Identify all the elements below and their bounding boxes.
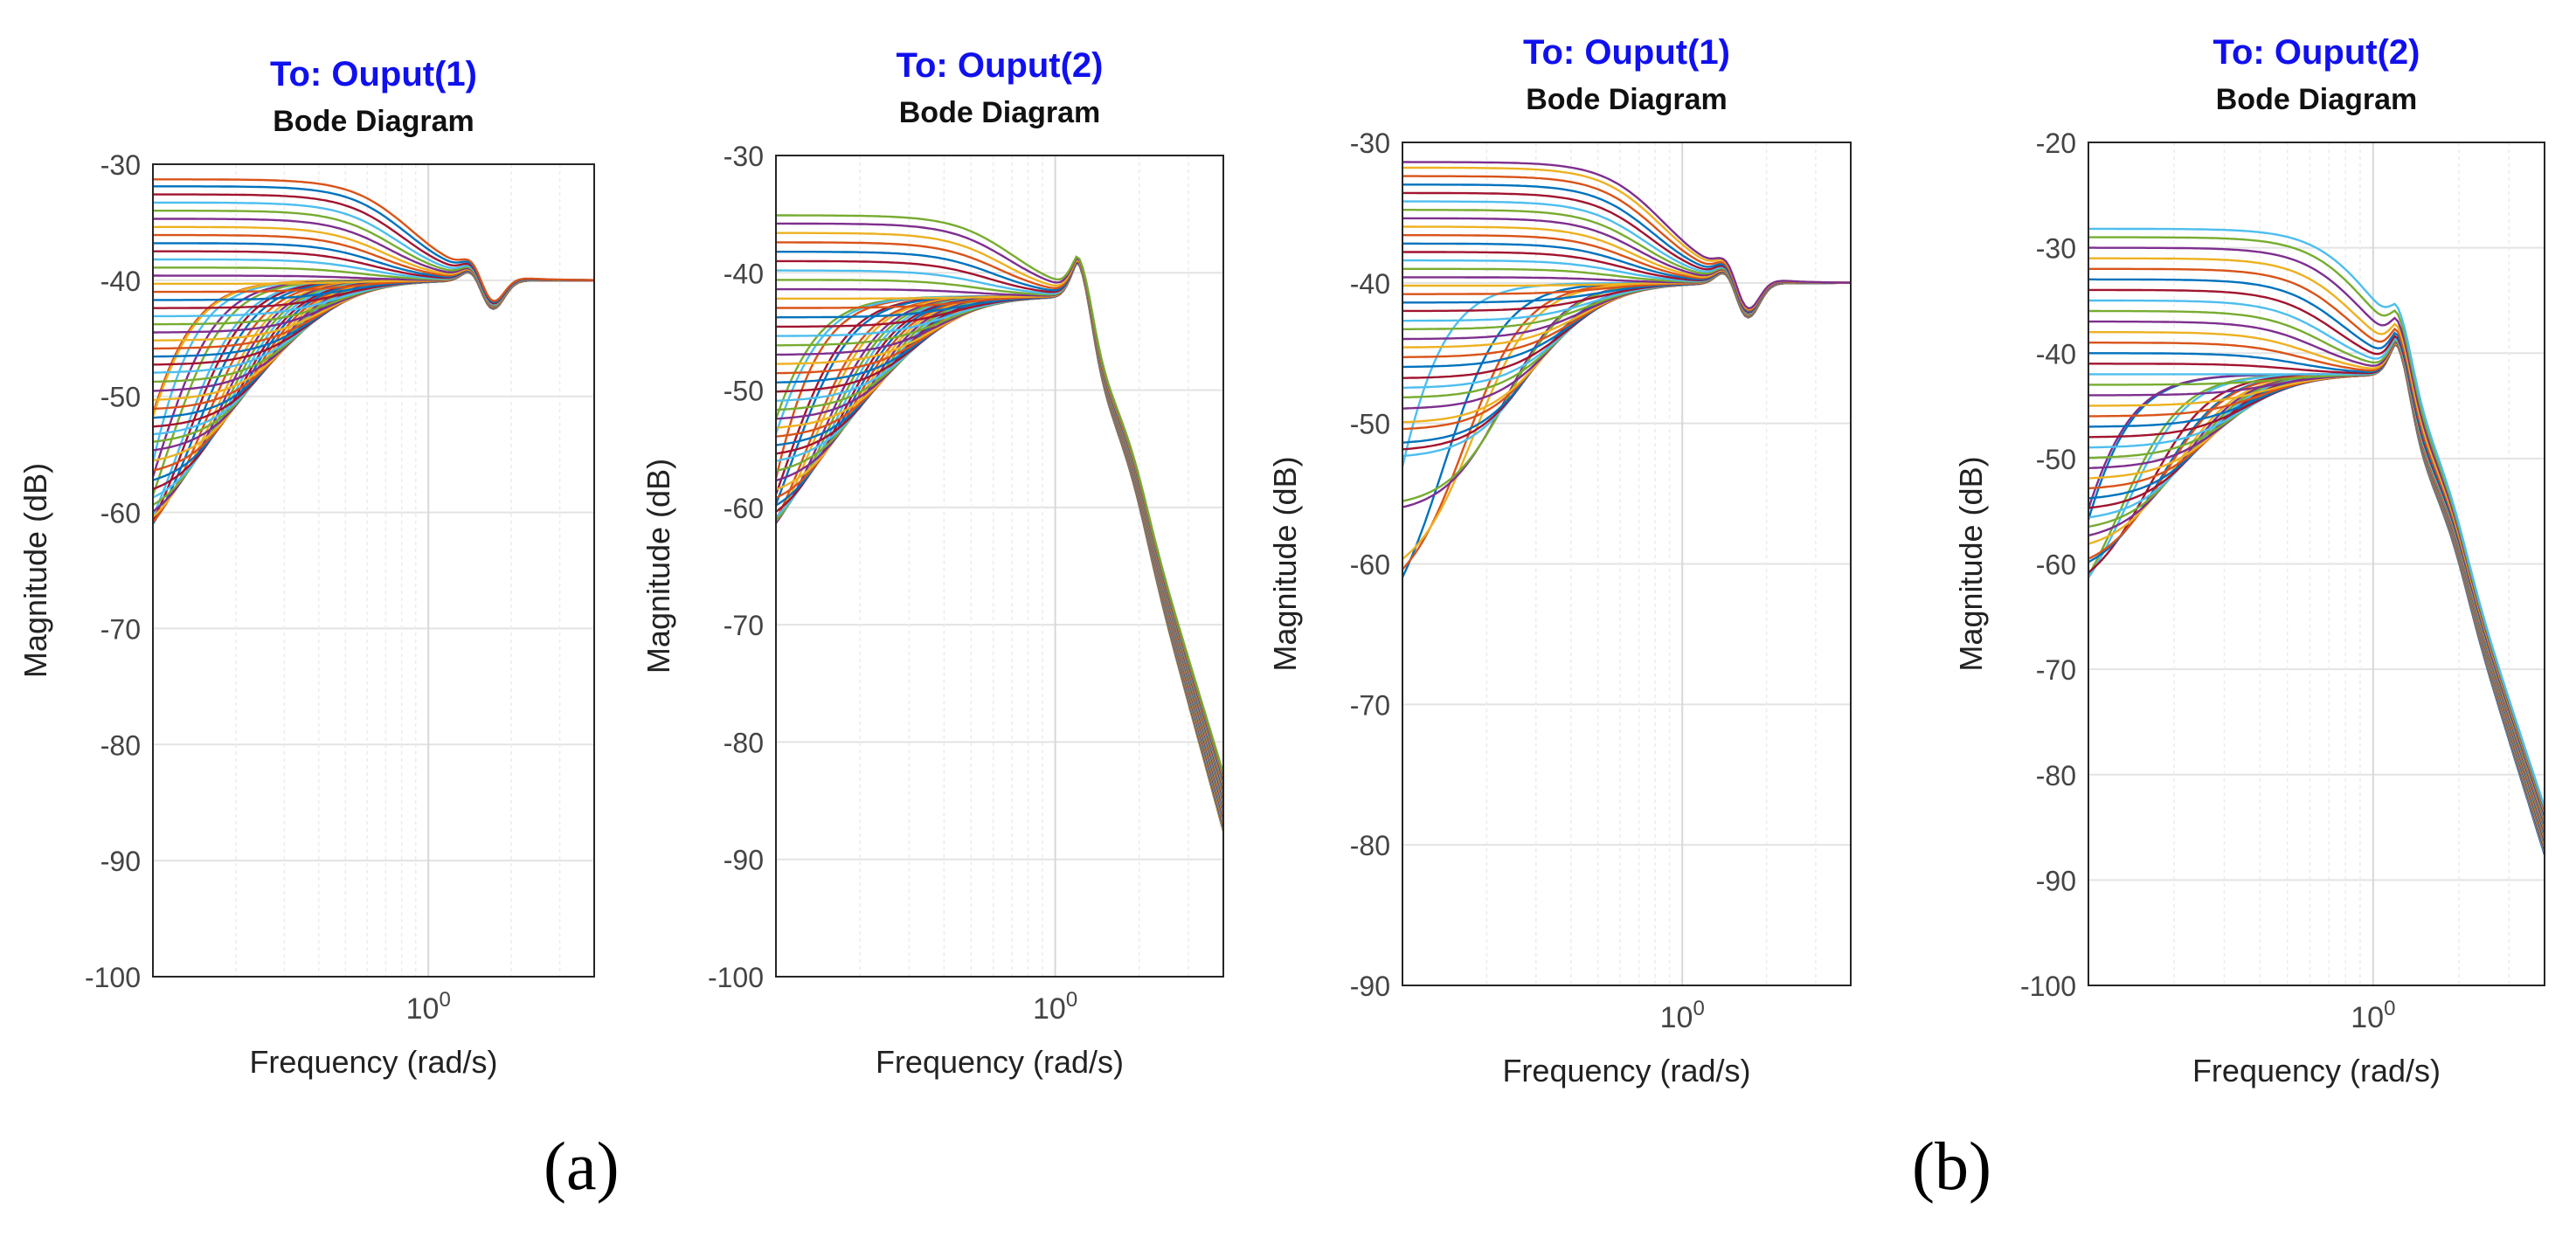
- y-tick-label: -70: [2036, 654, 2076, 686]
- y-tick-label: -70: [724, 610, 764, 641]
- y-axis-label: Magnitude (dB): [641, 459, 676, 674]
- axes-frame: [775, 155, 1224, 978]
- y-tick-label: -30: [2036, 233, 2076, 265]
- chart-b1: -90 -80 -70 -60 -50 -40 -30 100 Frequency (rad/s…: [1267, 33, 1852, 1088]
- plot-area: [776, 155, 1223, 977]
- y-axis-label: Magnitude (dB): [1953, 456, 1989, 671]
- y-tick-label: -40: [100, 266, 141, 297]
- y-tick-label: -100: [2020, 971, 2076, 1002]
- y-tick-label: -90: [1350, 971, 1390, 1002]
- chart-subtitle: Bode Diagram: [1526, 83, 1728, 116]
- series-line: [153, 178, 594, 302]
- y-tick-label: -90: [724, 845, 764, 876]
- caption-b: (b): [1912, 1128, 1991, 1204]
- y-tick-label: -60: [100, 498, 141, 529]
- y-tick-label: -80: [100, 729, 141, 761]
- y-tick-label: -60: [1350, 549, 1390, 581]
- chart-subtitle: Bode Diagram: [273, 105, 474, 138]
- y-tick-label: -80: [2036, 760, 2076, 791]
- y-tick-label: -50: [724, 376, 764, 407]
- y-tick-label: -70: [100, 613, 141, 645]
- chart-a1: -100 -90 -80 -70 -60 -50 -40 -30 100 Frequency (r…: [17, 55, 595, 1080]
- y-tick-label: -30: [724, 141, 764, 172]
- axes-frame: [1402, 142, 1852, 986]
- y-axis-label: Magnitude (dB): [1267, 456, 1303, 671]
- chart-title: To: Ouput(2): [2213, 33, 2420, 72]
- y-tick-label: -60: [724, 493, 764, 524]
- y-tick-label: -60: [2036, 549, 2076, 581]
- x-tick-label: 100: [2351, 997, 2395, 1034]
- chart-title: To: Ouput(1): [270, 55, 477, 93]
- y-tick-label: -20: [2036, 128, 2076, 159]
- y-tick-label: -50: [2036, 444, 2076, 475]
- chart-subtitle: Bode Diagram: [899, 96, 1101, 129]
- y-tick-label: -30: [1350, 128, 1390, 159]
- y-tick-label: -40: [724, 258, 764, 289]
- chart-subtitle: Bode Diagram: [2216, 83, 2418, 116]
- y-tick-label: -50: [1350, 409, 1390, 440]
- series-line: [1402, 161, 1851, 310]
- y-tick-label: -80: [1350, 830, 1390, 861]
- x-tick-label: 100: [1033, 988, 1077, 1026]
- axes-frame: [2088, 142, 2545, 986]
- chart-b2: -100 -90 -80 -70 -60 -50 -40 -30 -20 100 Frequency…: [1953, 33, 2546, 1088]
- y-tick-label: -50: [100, 382, 141, 413]
- series-line: [2088, 227, 2546, 807]
- y-tick-label: -30: [100, 149, 141, 181]
- chart-a2: -100 -90 -80 -70 -60 -50 -40 -30 100 Frequency (r…: [641, 46, 1225, 1080]
- series-line: [776, 214, 1225, 774]
- y-tick-label: -40: [2036, 338, 2076, 370]
- y-tick-label: -40: [1350, 268, 1390, 300]
- y-axis-label: Magnitude (dB): [17, 463, 53, 678]
- x-axis-label: Frequency (rad/s): [249, 1044, 497, 1080]
- axes-frame: [152, 163, 595, 978]
- y-tick-label: -90: [2036, 865, 2076, 896]
- caption-a: (a): [544, 1128, 620, 1204]
- y-tick-label: -100: [708, 962, 764, 993]
- chart-title: To: Ouput(2): [897, 46, 1104, 85]
- y-tick-label: -70: [1350, 689, 1390, 721]
- y-tick-label: -80: [724, 727, 764, 758]
- chart-title: To: Ouput(1): [1523, 33, 1730, 72]
- x-axis-label: Frequency (rad/s): [876, 1044, 1124, 1080]
- x-tick-label: 100: [406, 988, 451, 1026]
- x-axis-label: Frequency (rad/s): [2192, 1053, 2441, 1088]
- y-tick-label: -100: [85, 962, 141, 993]
- x-axis-label: Frequency (rad/s): [1502, 1053, 1750, 1088]
- x-tick-label: 100: [1660, 997, 1705, 1034]
- y-tick-label: -90: [100, 846, 141, 877]
